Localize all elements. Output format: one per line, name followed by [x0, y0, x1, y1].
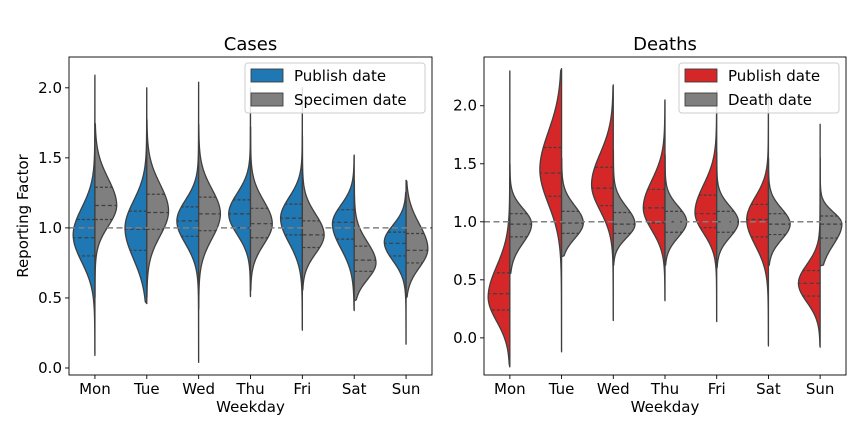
violin-publish-date-thu	[642, 99, 666, 302]
x-tick-label: Mon	[79, 380, 111, 398]
y-tick-label: 2.0	[453, 97, 477, 115]
violin-death-date-wed	[612, 149, 636, 267]
y-tick-label: 0.5	[453, 271, 477, 289]
x-tick-label: Fri	[293, 380, 311, 398]
y-axis-label: Reporting Factor	[14, 153, 32, 277]
chart-title: Deaths	[633, 34, 697, 55]
legend-entry-label: Specimen date	[294, 91, 407, 109]
violin-publish-date-tue	[124, 87, 148, 305]
legend-swatch	[250, 92, 284, 107]
violin-publish-date-wed	[590, 84, 614, 322]
legend-swatch	[250, 68, 284, 83]
violin-publish-date-sun	[383, 190, 407, 345]
violin-publish-date-fri	[694, 90, 718, 323]
x-tick-label: Thu	[235, 380, 264, 398]
violin-death-date-thu	[664, 153, 688, 267]
violin-death-date-mon	[509, 163, 533, 275]
violin-specimen-date-sat	[353, 179, 377, 302]
violin-publish-date-thu	[228, 87, 252, 298]
x-tick-label: Sun	[392, 380, 421, 398]
legend-swatch	[684, 68, 718, 83]
violin-death-date-sat	[767, 157, 791, 267]
violin-publish-date-mon	[487, 70, 511, 368]
legend-entry-label: Publish date	[294, 67, 386, 85]
x-tick-label: Tue	[133, 380, 160, 398]
x-tick-label: Wed	[182, 380, 215, 398]
panel-cases	[65, 56, 433, 379]
violin-specimen-date-wed	[197, 123, 222, 310]
violin-publish-date-fri	[279, 87, 304, 331]
violin-specimen-date-tue	[146, 117, 170, 299]
violin-specimen-date-mon	[94, 122, 118, 299]
x-axis-label: Weekday	[216, 398, 285, 416]
legend-entry-label: Publish date	[728, 67, 820, 85]
legend-swatch	[684, 92, 718, 107]
x-tick-label: Fri	[708, 380, 726, 398]
x-tick-label: Tue	[548, 380, 575, 398]
y-tick-label: 0.5	[38, 289, 62, 307]
violin-specimen-date-fri	[301, 134, 325, 292]
x-tick-label: Sat	[342, 380, 367, 398]
violin-publish-date-sun	[797, 123, 821, 348]
violin-specimen-date-thu	[249, 126, 273, 292]
chart-title: Cases	[224, 34, 277, 55]
legend-entry-label: Death date	[728, 91, 812, 109]
violin-publish-date-tue	[539, 67, 563, 353]
x-tick-label: Sat	[756, 380, 781, 398]
x-tick-label: Wed	[597, 380, 630, 398]
y-tick-label: 0.0	[453, 329, 477, 347]
y-tick-label: 1.5	[38, 149, 62, 167]
panel-deaths	[480, 56, 847, 379]
y-tick-label: 0.0	[38, 359, 62, 377]
violin-specimen-date-sun	[405, 179, 429, 299]
legend-box	[678, 62, 840, 114]
x-tick-label: Sun	[806, 380, 835, 398]
y-tick-label: 2.0	[38, 79, 62, 97]
y-tick-label: 1.0	[38, 219, 62, 237]
violin-publish-date-mon	[72, 74, 96, 357]
y-tick-label: 1.0	[453, 213, 477, 231]
x-axis-label: Weekday	[631, 398, 700, 416]
x-tick-label: Thu	[650, 380, 679, 398]
legend-box	[244, 62, 426, 114]
y-tick-label: 1.5	[453, 155, 477, 173]
violin-death-date-sun	[819, 157, 843, 267]
violin-publish-date-wed	[176, 81, 200, 364]
violin-publish-date-sat	[331, 154, 355, 312]
x-tick-label: Mon	[494, 380, 526, 398]
violin-death-date-fri	[716, 151, 740, 269]
violin-publish-date-sat	[746, 91, 770, 347]
violin-death-date-tue	[560, 157, 584, 258]
